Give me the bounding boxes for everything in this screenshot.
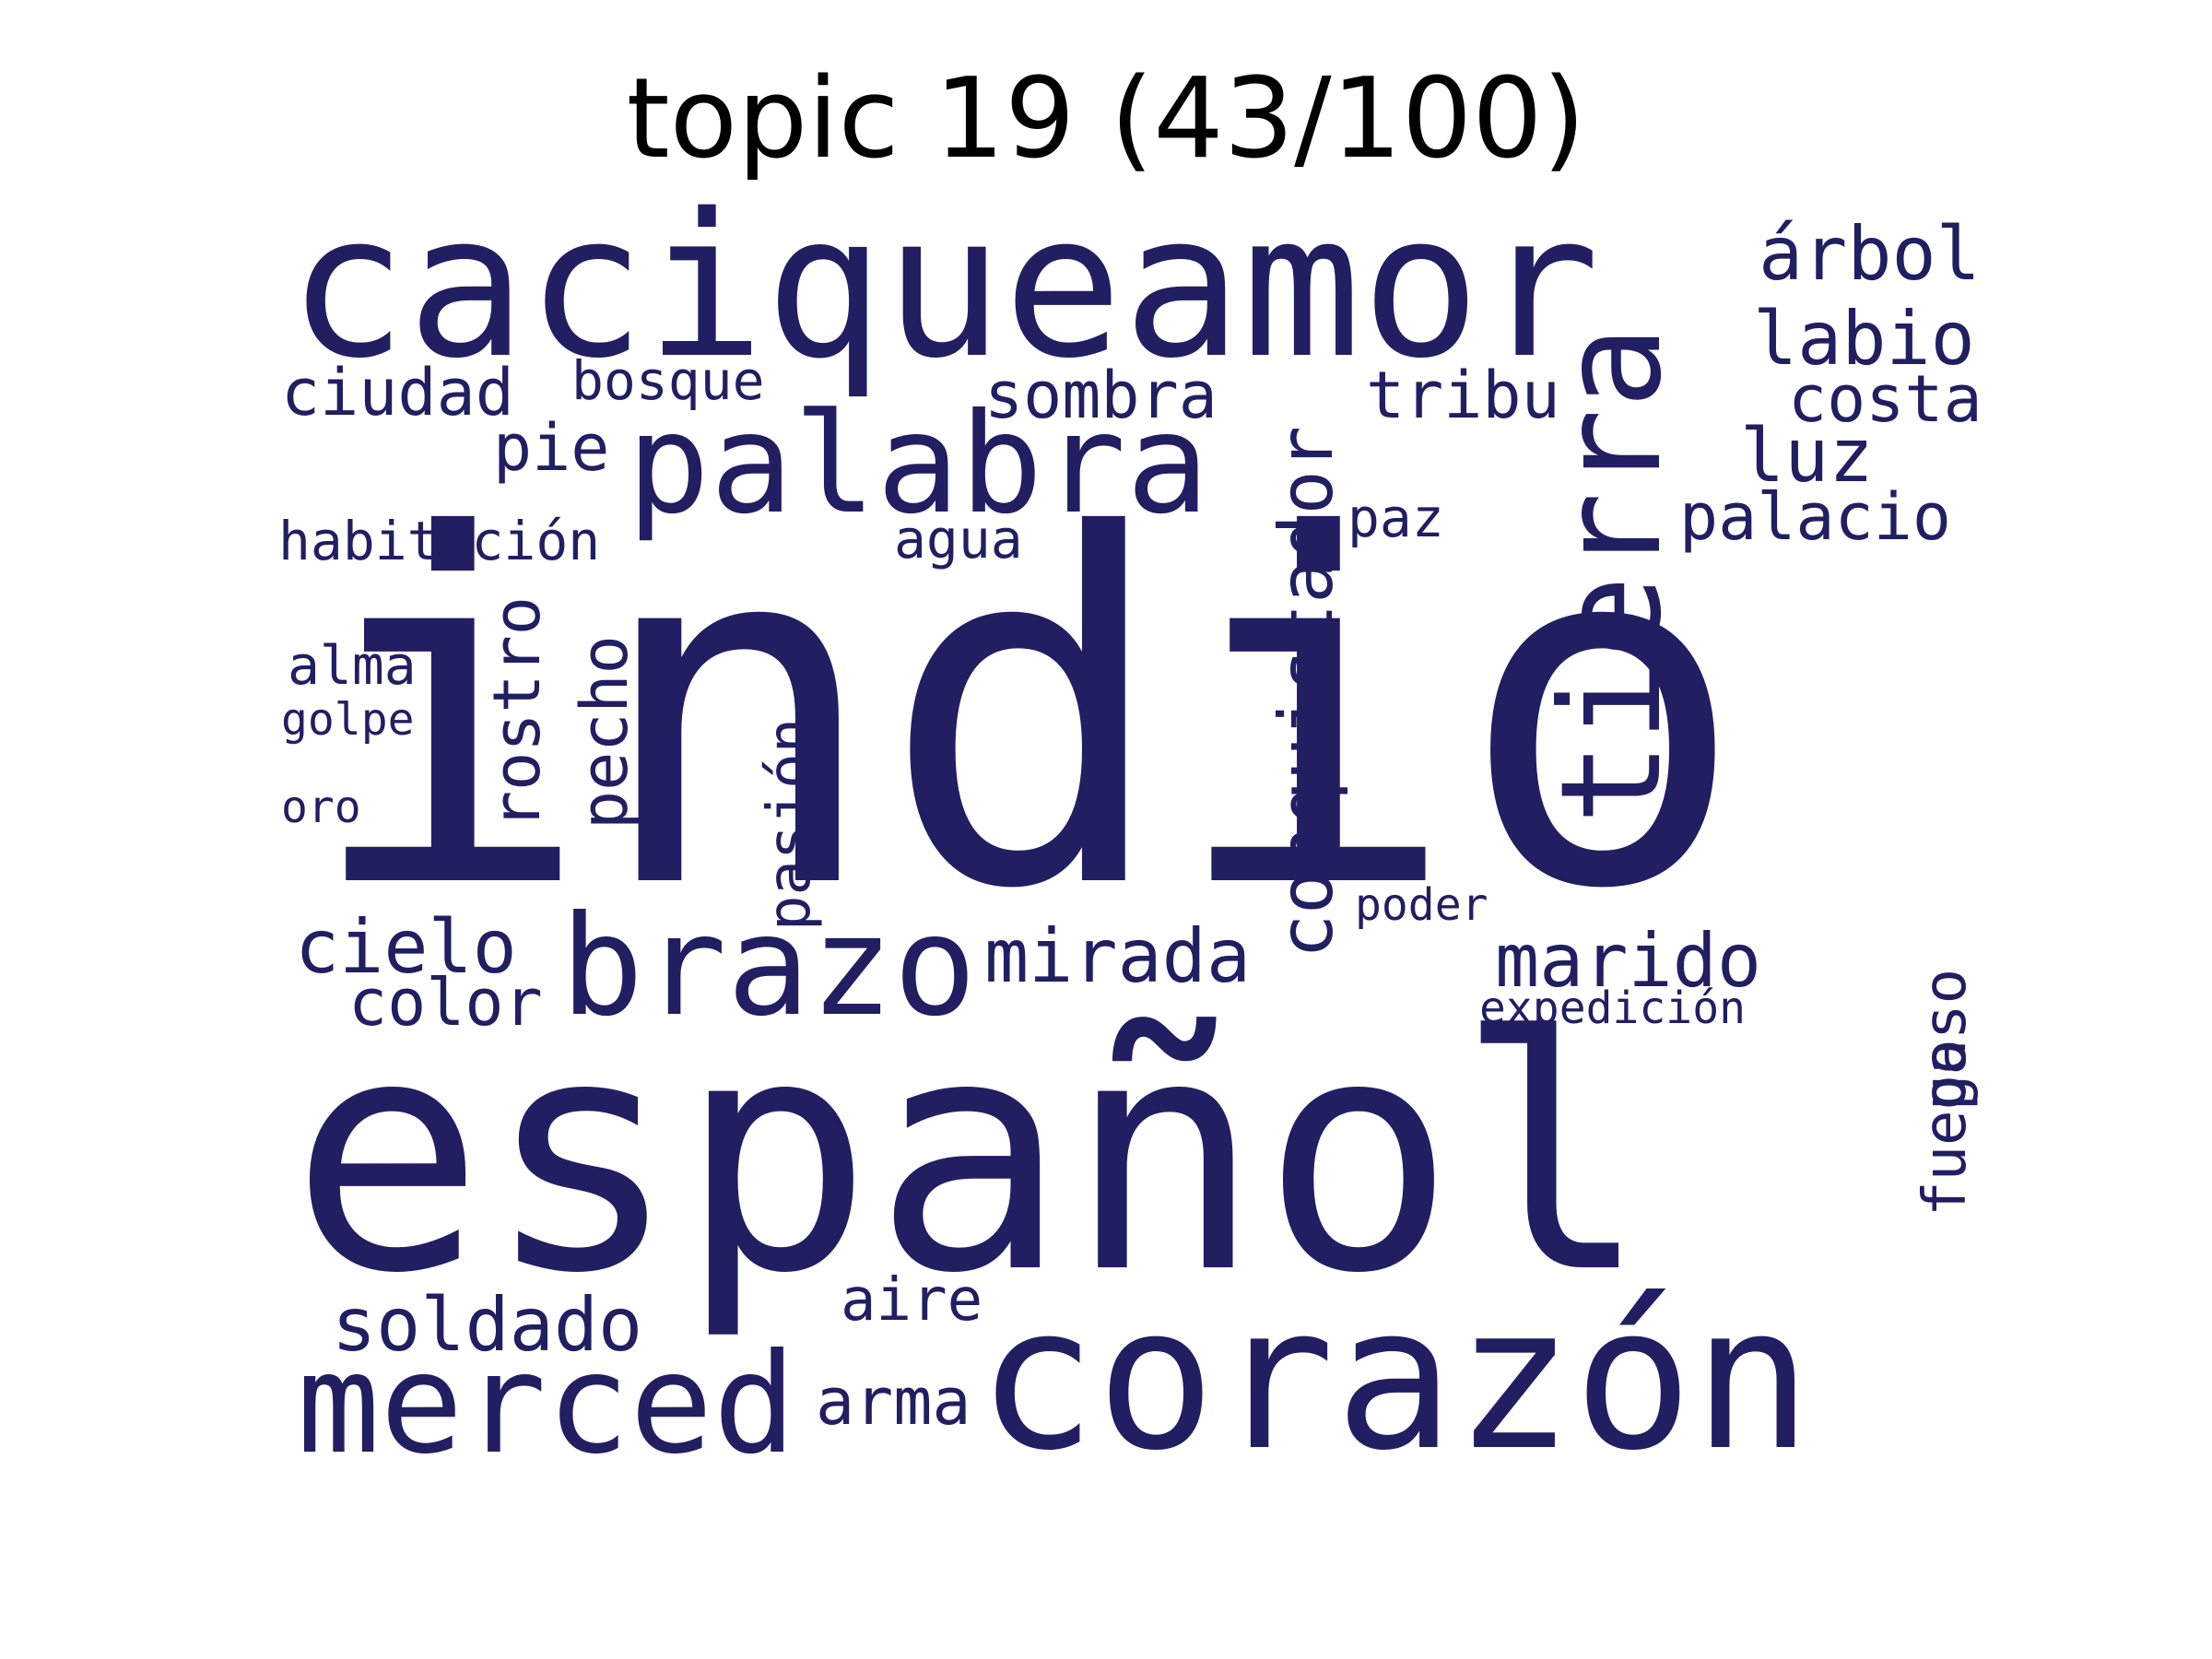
word-corazon: corazón [977, 1263, 1812, 1494]
word-paz: paz [1347, 487, 1444, 549]
word-indio: indio [304, 435, 1747, 994]
word-arma: arma [816, 1364, 971, 1440]
word-espanol: español [290, 968, 1650, 1344]
word-habitacion: habitación [278, 510, 600, 572]
word-color: color [348, 965, 543, 1041]
chart-title: topic 19 (43/100) [626, 55, 1586, 183]
word-golpe: golpe [281, 694, 415, 746]
word-arbol: árbol [1759, 211, 1981, 297]
word-merced: merced [297, 1324, 796, 1485]
word-costa: costa [1788, 361, 1983, 437]
word-fuego: fuego [1912, 1039, 1980, 1217]
word-ciudad: ciudad [281, 355, 514, 430]
word-agua: agua [894, 508, 1023, 571]
word-alma: alma [288, 634, 417, 697]
word-rostro: rostro [479, 596, 555, 830]
word-labio: labio [1753, 296, 1975, 382]
word-palacio: palacio [1679, 479, 1951, 555]
word-conquistador: conquistador [1264, 426, 1349, 959]
word-marido: marido [1495, 918, 1761, 1004]
word-tierra: tierra [1532, 325, 1692, 825]
word-sombra: sombra [984, 358, 1218, 433]
word-bosque: bosque [571, 349, 765, 412]
word-pasion: pasión [756, 718, 824, 931]
word-luz: luz [1740, 413, 1874, 499]
word-caciqueamor: caciqueamor [288, 171, 1600, 402]
word-mirada: mirada [984, 913, 1251, 999]
word-palabra: palabra [627, 384, 1209, 545]
word-aire: aire [841, 1266, 982, 1335]
word-brazo: brazo [560, 887, 977, 1047]
word-pecho: pecho [567, 635, 642, 830]
word-pie: pie [493, 410, 609, 486]
word-soldado: soldado [332, 1282, 642, 1368]
word-cielo: cielo [295, 904, 517, 990]
word-paso: paso [1912, 969, 1980, 1111]
word-tribu: tribu [1366, 358, 1560, 433]
word-expedicion: expedición [1479, 982, 1746, 1034]
word-oro: oro [281, 782, 361, 833]
word-poder: poder [1355, 879, 1488, 931]
